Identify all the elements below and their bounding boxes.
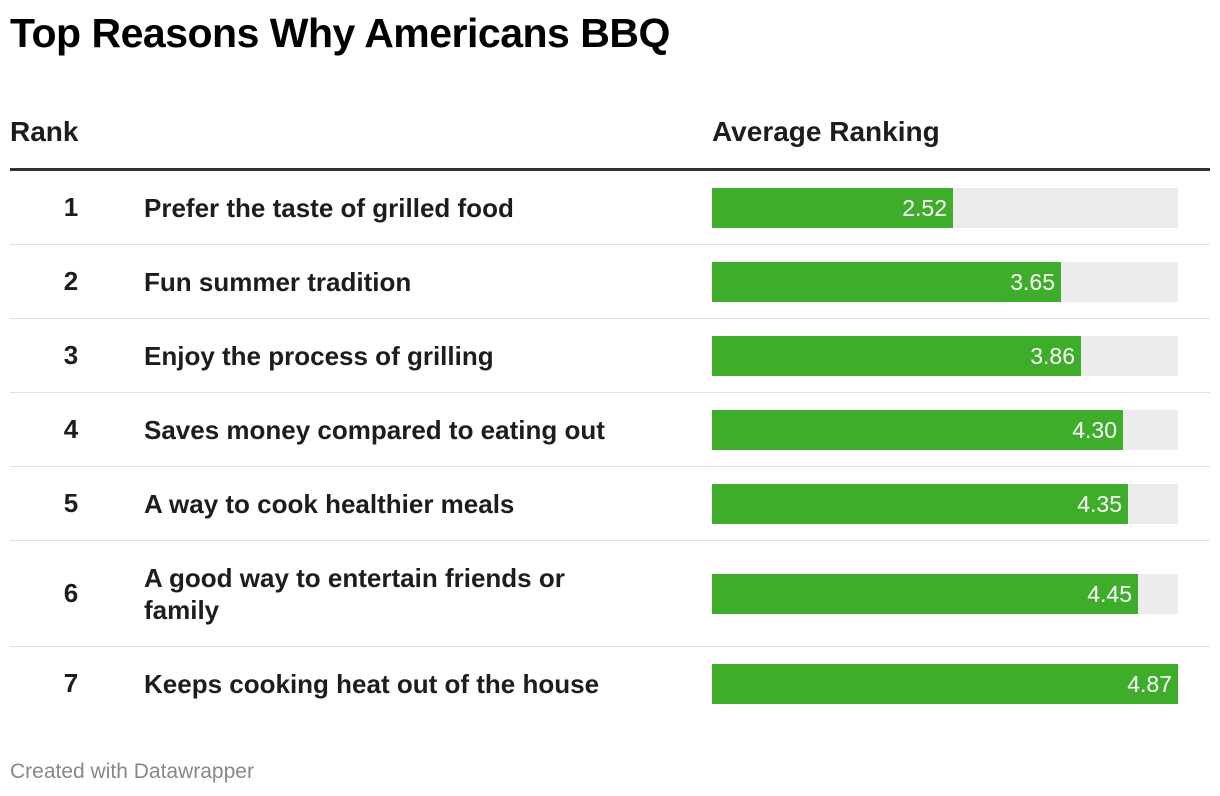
rank-cell: 3: [63, 340, 79, 370]
rank-cell: 2: [63, 266, 79, 296]
bar-value-label: 2.52: [902, 194, 947, 221]
reason-label: Prefer the taste of grilled food: [144, 192, 514, 223]
bar: 4.35: [712, 483, 1128, 524]
bar-track: 4.30: [712, 409, 1178, 450]
bar-value-label: 4.30: [1072, 416, 1117, 443]
bar: 4.87: [712, 663, 1178, 704]
table-row: 2 Fun summer tradition 3.65: [10, 245, 1210, 319]
bar-track: 4.35: [712, 483, 1178, 524]
rank-cell: 6: [63, 578, 79, 608]
table-row: 6 A good way to entertain friends or fam…: [10, 541, 1210, 647]
bar: 3.86: [712, 335, 1081, 376]
rank-cell: 4: [63, 414, 79, 444]
bar-value-label: 4.87: [1127, 670, 1172, 697]
bar: 2.52: [712, 187, 953, 228]
bar: 3.65: [712, 261, 1061, 302]
table-row: 3 Enjoy the process of grilling 3.86: [10, 319, 1210, 393]
footer-credit: Created with Datawrapper: [10, 760, 254, 783]
rank-cell: 1: [63, 192, 79, 222]
bar-value-label: 3.86: [1030, 342, 1075, 369]
chart-title: Top Reasons Why Americans BBQ: [10, 10, 670, 56]
reason-label: A good way to entertain friends or famil…: [144, 562, 565, 625]
bar-track: 3.86: [712, 335, 1178, 376]
bar: 4.30: [712, 409, 1123, 450]
bar-track: 3.65: [712, 261, 1178, 302]
bar-value-label: 4.35: [1077, 490, 1122, 517]
table-row: 5 A way to cook healthier meals 4.35: [10, 467, 1210, 541]
bar-value-label: 3.65: [1010, 268, 1055, 295]
table-row: 4 Saves money compared to eating out 4.3…: [10, 393, 1210, 467]
reason-label: Fun summer tradition: [144, 266, 412, 297]
reason-label: Enjoy the process of grilling: [144, 340, 494, 371]
bar-track: 2.52: [712, 187, 1178, 228]
header-divider: [10, 168, 1210, 171]
table-body: 1 Prefer the taste of grilled food 2.52 …: [10, 171, 1210, 720]
table-row: 1 Prefer the taste of grilled food 2.52: [10, 171, 1210, 245]
bar: 4.45: [712, 573, 1138, 614]
bar-track: 4.45: [712, 573, 1178, 614]
rank-cell: 7: [63, 668, 79, 698]
rank-column-header: Rank: [10, 116, 79, 147]
reason-label: A way to cook healthier meals: [144, 488, 515, 519]
rank-cell: 5: [63, 488, 79, 518]
table-row: 7 Keeps cooking heat out of the house 4.…: [10, 647, 1210, 720]
reason-label: Keeps cooking heat out of the house: [144, 668, 600, 699]
average-ranking-column-header: Average Ranking: [712, 116, 940, 147]
bar-track: 4.87: [712, 663, 1178, 704]
bar-value-label: 4.45: [1087, 580, 1132, 607]
reason-label: Saves money compared to eating out: [144, 414, 605, 445]
